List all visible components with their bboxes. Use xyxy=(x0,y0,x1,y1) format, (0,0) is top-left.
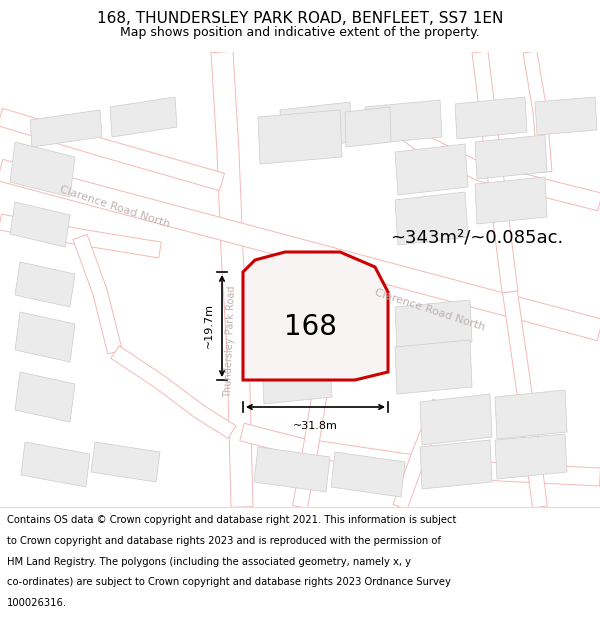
Polygon shape xyxy=(254,447,330,492)
Polygon shape xyxy=(345,107,391,147)
Polygon shape xyxy=(15,372,75,422)
Text: Thundersley Park Road: Thundersley Park Road xyxy=(223,286,237,398)
Text: to Crown copyright and database rights 2023 and is reproduced with the permissio: to Crown copyright and database rights 2… xyxy=(7,536,441,546)
Polygon shape xyxy=(495,390,567,439)
Text: ~19.7m: ~19.7m xyxy=(204,304,214,349)
Polygon shape xyxy=(0,159,600,341)
Polygon shape xyxy=(15,262,75,307)
Polygon shape xyxy=(475,135,547,179)
Polygon shape xyxy=(420,440,492,489)
Polygon shape xyxy=(331,452,405,497)
Polygon shape xyxy=(243,252,388,380)
Polygon shape xyxy=(420,394,492,445)
Polygon shape xyxy=(0,108,224,191)
Polygon shape xyxy=(395,300,472,349)
Polygon shape xyxy=(262,360,332,404)
Polygon shape xyxy=(30,110,102,147)
Text: Map shows position and indicative extent of the property.: Map shows position and indicative extent… xyxy=(120,26,480,39)
Polygon shape xyxy=(523,51,552,172)
Polygon shape xyxy=(211,51,253,508)
Polygon shape xyxy=(472,51,518,293)
Polygon shape xyxy=(503,291,547,508)
Text: Contains OS data © Crown copyright and database right 2021. This information is : Contains OS data © Crown copyright and d… xyxy=(7,515,457,525)
Polygon shape xyxy=(393,399,447,509)
Polygon shape xyxy=(73,234,122,354)
Polygon shape xyxy=(475,177,547,224)
Polygon shape xyxy=(280,102,352,150)
Text: Clarence Road North: Clarence Road North xyxy=(59,184,172,229)
Text: Clarence Road North: Clarence Road North xyxy=(374,288,487,332)
Text: co-ordinates) are subject to Crown copyright and database rights 2023 Ordnance S: co-ordinates) are subject to Crown copyr… xyxy=(7,578,451,587)
Polygon shape xyxy=(21,442,90,487)
Polygon shape xyxy=(111,346,236,438)
Polygon shape xyxy=(293,391,328,508)
Polygon shape xyxy=(495,434,567,479)
Text: 100026316.: 100026316. xyxy=(7,598,67,608)
Polygon shape xyxy=(262,314,332,365)
Polygon shape xyxy=(10,142,75,197)
Polygon shape xyxy=(0,214,161,258)
Polygon shape xyxy=(535,97,597,135)
Polygon shape xyxy=(258,110,342,164)
Polygon shape xyxy=(91,442,160,482)
Text: ~31.8m: ~31.8m xyxy=(293,421,338,431)
Polygon shape xyxy=(455,97,527,139)
Polygon shape xyxy=(15,312,75,362)
Text: ~343m²/~0.085ac.: ~343m²/~0.085ac. xyxy=(390,228,563,246)
Polygon shape xyxy=(395,144,468,195)
Text: 168, THUNDERSLEY PARK ROAD, BENFLEET, SS7 1EN: 168, THUNDERSLEY PARK ROAD, BENFLEET, SS… xyxy=(97,11,503,26)
Polygon shape xyxy=(374,105,600,211)
Text: 168: 168 xyxy=(284,313,337,341)
Text: HM Land Registry. The polygons (including the associated geometry, namely x, y: HM Land Registry. The polygons (includin… xyxy=(7,556,411,566)
Polygon shape xyxy=(240,423,600,486)
Polygon shape xyxy=(365,100,442,144)
Polygon shape xyxy=(10,202,70,247)
Polygon shape xyxy=(395,340,472,394)
Polygon shape xyxy=(395,192,468,245)
Polygon shape xyxy=(110,97,177,137)
